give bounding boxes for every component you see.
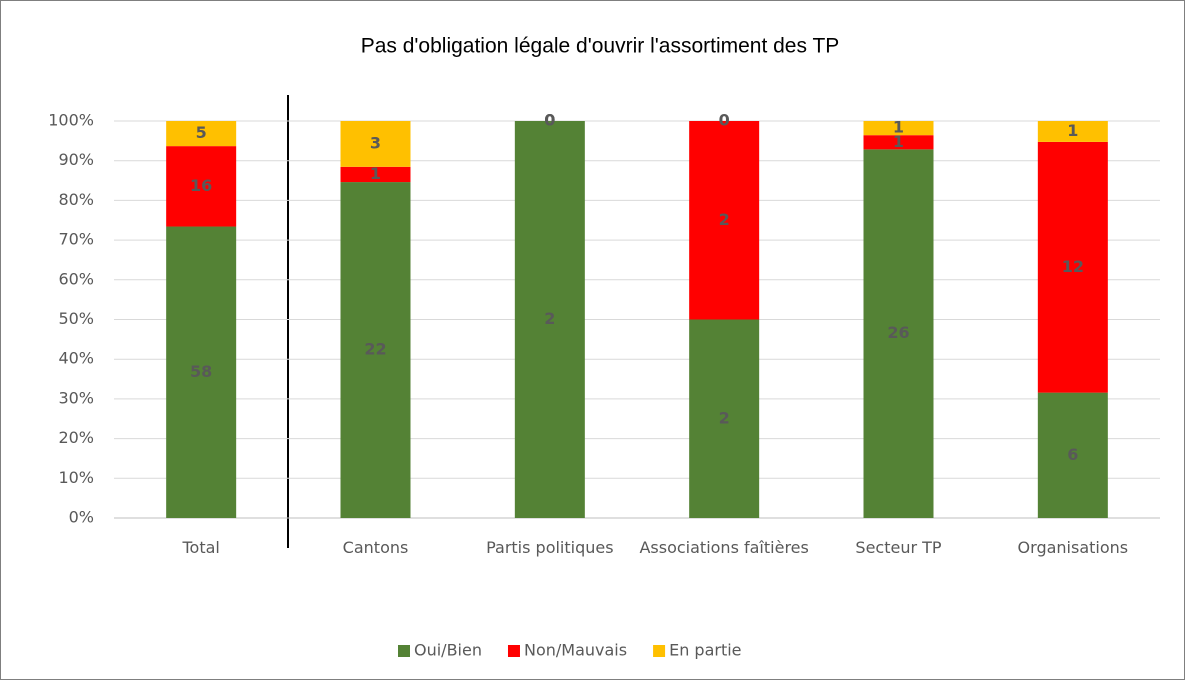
bar-segment <box>863 121 934 136</box>
legend-swatch <box>398 645 410 657</box>
data-label: 58 <box>190 362 212 381</box>
data-label: 6 <box>1067 445 1078 464</box>
x-tick-label: Total <box>182 538 220 557</box>
legend-swatch <box>653 645 666 657</box>
data-label: 2 <box>719 210 730 229</box>
y-tick-label: 40% <box>58 349 94 368</box>
legend-item: Oui/Bien <box>398 641 482 660</box>
bar-segment <box>340 182 411 519</box>
legend-label: Oui/Bien <box>414 641 482 660</box>
legend-label: En partie <box>669 641 741 660</box>
data-label: 2 <box>544 309 555 328</box>
bar-segment <box>1037 141 1108 393</box>
data-label: 0 <box>544 111 555 130</box>
data-label: 26 <box>887 323 909 342</box>
data-label: 0 <box>544 111 555 130</box>
y-tick-label: 10% <box>58 468 94 487</box>
y-tick-label: 100% <box>48 111 94 130</box>
legend-item: Non/Mauvais <box>507 641 627 660</box>
bar-segment <box>689 319 760 518</box>
data-label: 16 <box>190 176 212 195</box>
data-label: 0 <box>719 111 730 130</box>
data-label: 1 <box>1067 121 1078 140</box>
data-label: 22 <box>364 340 386 359</box>
data-label: 12 <box>1062 257 1084 276</box>
x-tick-label: Associations faîtières <box>639 538 809 557</box>
bar-segment <box>863 135 934 150</box>
data-label: 2 <box>719 408 730 427</box>
legend-item: En partie <box>653 641 742 660</box>
y-tick-label: 20% <box>58 428 94 447</box>
data-label: 5 <box>196 123 207 142</box>
y-tick-label: 50% <box>58 309 94 328</box>
y-tick-label: 80% <box>58 190 94 209</box>
legend-swatch <box>507 645 520 657</box>
data-label: 1 <box>893 132 904 151</box>
x-tick-label: Secteur TP <box>855 538 942 557</box>
legend-label: Non/Mauvais <box>524 641 627 660</box>
bar-segment <box>689 121 760 320</box>
bar-segment <box>514 121 585 518</box>
bar-segment <box>340 121 411 167</box>
y-tick-label: 70% <box>58 230 94 249</box>
bar-segment <box>166 146 237 227</box>
data-label: 3 <box>370 133 381 152</box>
x-tick-label: Organisations <box>1017 538 1129 557</box>
y-tick-label: 30% <box>58 388 94 407</box>
bar-segment <box>340 166 411 183</box>
bar-segment <box>1037 121 1108 142</box>
bar-segment <box>166 121 237 147</box>
y-tick-label: 0% <box>69 508 94 527</box>
bar-segment <box>166 226 237 518</box>
y-tick-label: 60% <box>58 269 94 288</box>
bar-segment <box>863 149 934 518</box>
chart-title: Pas d'obligation légale d'ouvrir l'assor… <box>361 35 840 58</box>
x-tick-label: Cantons <box>342 538 409 557</box>
y-tick-label: 90% <box>58 150 94 169</box>
data-label: 1 <box>370 164 381 183</box>
x-tick-label: Partis politiques <box>486 538 614 557</box>
bar-segment <box>1037 392 1108 518</box>
data-label: 1 <box>893 118 904 137</box>
